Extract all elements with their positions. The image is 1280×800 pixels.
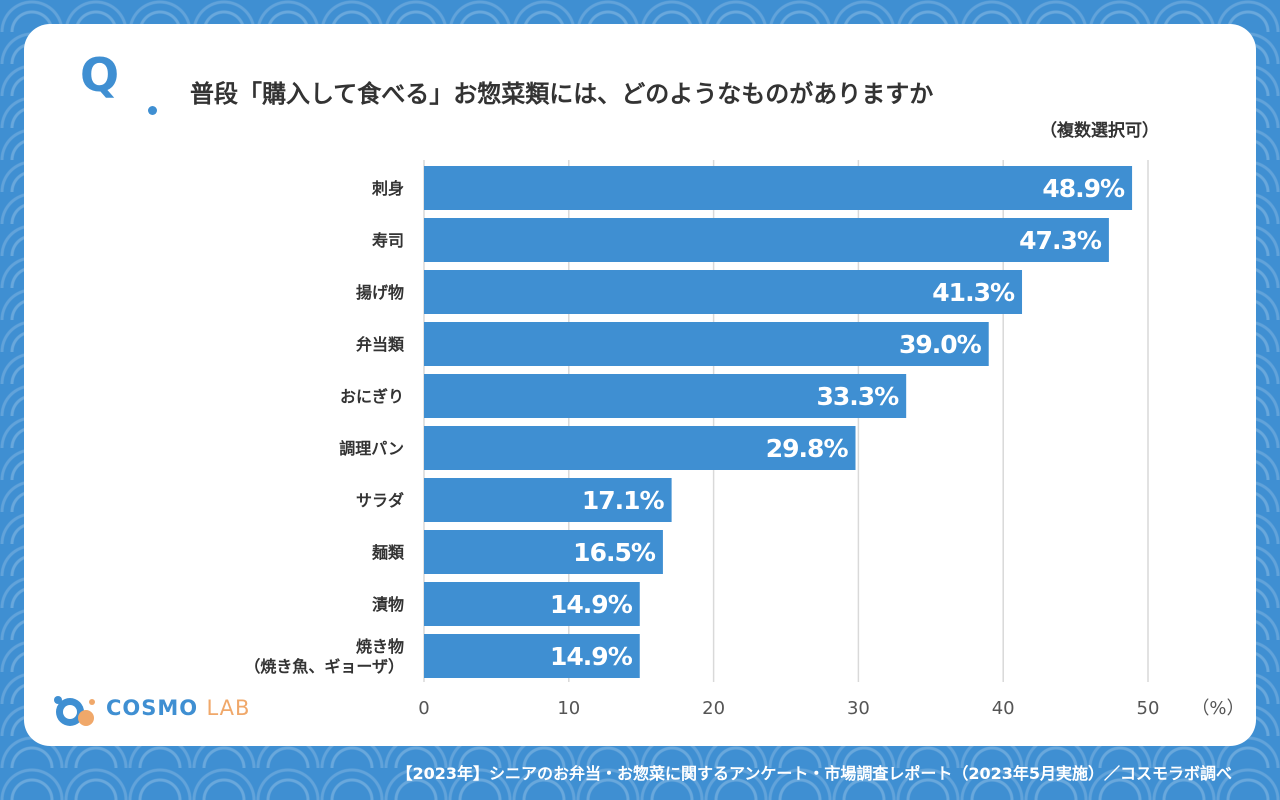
x-tick-label: 30 — [847, 698, 870, 719]
category-label: サラダ — [356, 491, 404, 510]
bar-value-label: 48.9% — [1042, 174, 1125, 203]
x-unit-label: （%） — [1191, 698, 1244, 719]
bar — [424, 634, 640, 678]
category-label: 揚げ物 — [356, 283, 404, 302]
question-note: （複数選択可） — [1040, 121, 1159, 141]
bar — [424, 478, 672, 522]
logo-icon — [54, 696, 95, 726]
bar — [424, 322, 989, 366]
question-mark: Q — [80, 48, 119, 102]
bar-value-label: 29.8% — [766, 434, 849, 463]
bar-value-label: 17.1% — [582, 486, 665, 515]
bar-value-label: 39.0% — [899, 330, 982, 359]
logo-brand: COSMO — [106, 696, 199, 720]
bar — [424, 426, 856, 470]
question-title: 普段「購入して食べる」お惣菜類には、どのようなものがありますか — [190, 80, 934, 108]
bar — [424, 582, 640, 626]
bar — [424, 166, 1133, 210]
category-label: 寿司 — [372, 231, 404, 250]
category-label: 刺身 — [371, 179, 404, 198]
bar-value-label: 33.3% — [816, 382, 899, 411]
category-label: 調理パン — [339, 439, 404, 458]
question-mark-dot — [148, 106, 157, 115]
bar-value-label: 41.3% — [932, 278, 1015, 307]
x-tick-label: 40 — [992, 698, 1015, 719]
bar — [424, 270, 1023, 314]
bar — [424, 530, 663, 574]
x-tick-label: 10 — [557, 698, 580, 719]
bar-value-label: 14.9% — [550, 590, 633, 619]
bar — [424, 218, 1109, 262]
category-label: 漬物 — [372, 595, 404, 614]
bar-value-label: 14.9% — [550, 642, 633, 671]
category-label: 焼き物 — [356, 637, 404, 656]
category-label: 弁当類 — [356, 335, 405, 354]
category-label: （焼き魚、ギョーザ） — [244, 657, 404, 676]
x-tick-label: 0 — [418, 698, 429, 719]
footer-source: 【2023年】シニアのお弁当・お惣菜に関するアンケート・市場調査レポート（202… — [396, 764, 1232, 783]
cosmo-lab-logo: COSMO LAB — [48, 690, 251, 730]
category-label: 麺類 — [371, 543, 405, 562]
x-tick-label: 20 — [702, 698, 725, 719]
bar — [424, 374, 907, 418]
logo-suffix: LAB — [206, 696, 251, 720]
x-tick-label: 50 — [1137, 698, 1160, 719]
category-label: おにぎり — [340, 387, 404, 406]
bar-value-label: 16.5% — [573, 538, 656, 567]
bar-value-label: 47.3% — [1019, 226, 1102, 255]
